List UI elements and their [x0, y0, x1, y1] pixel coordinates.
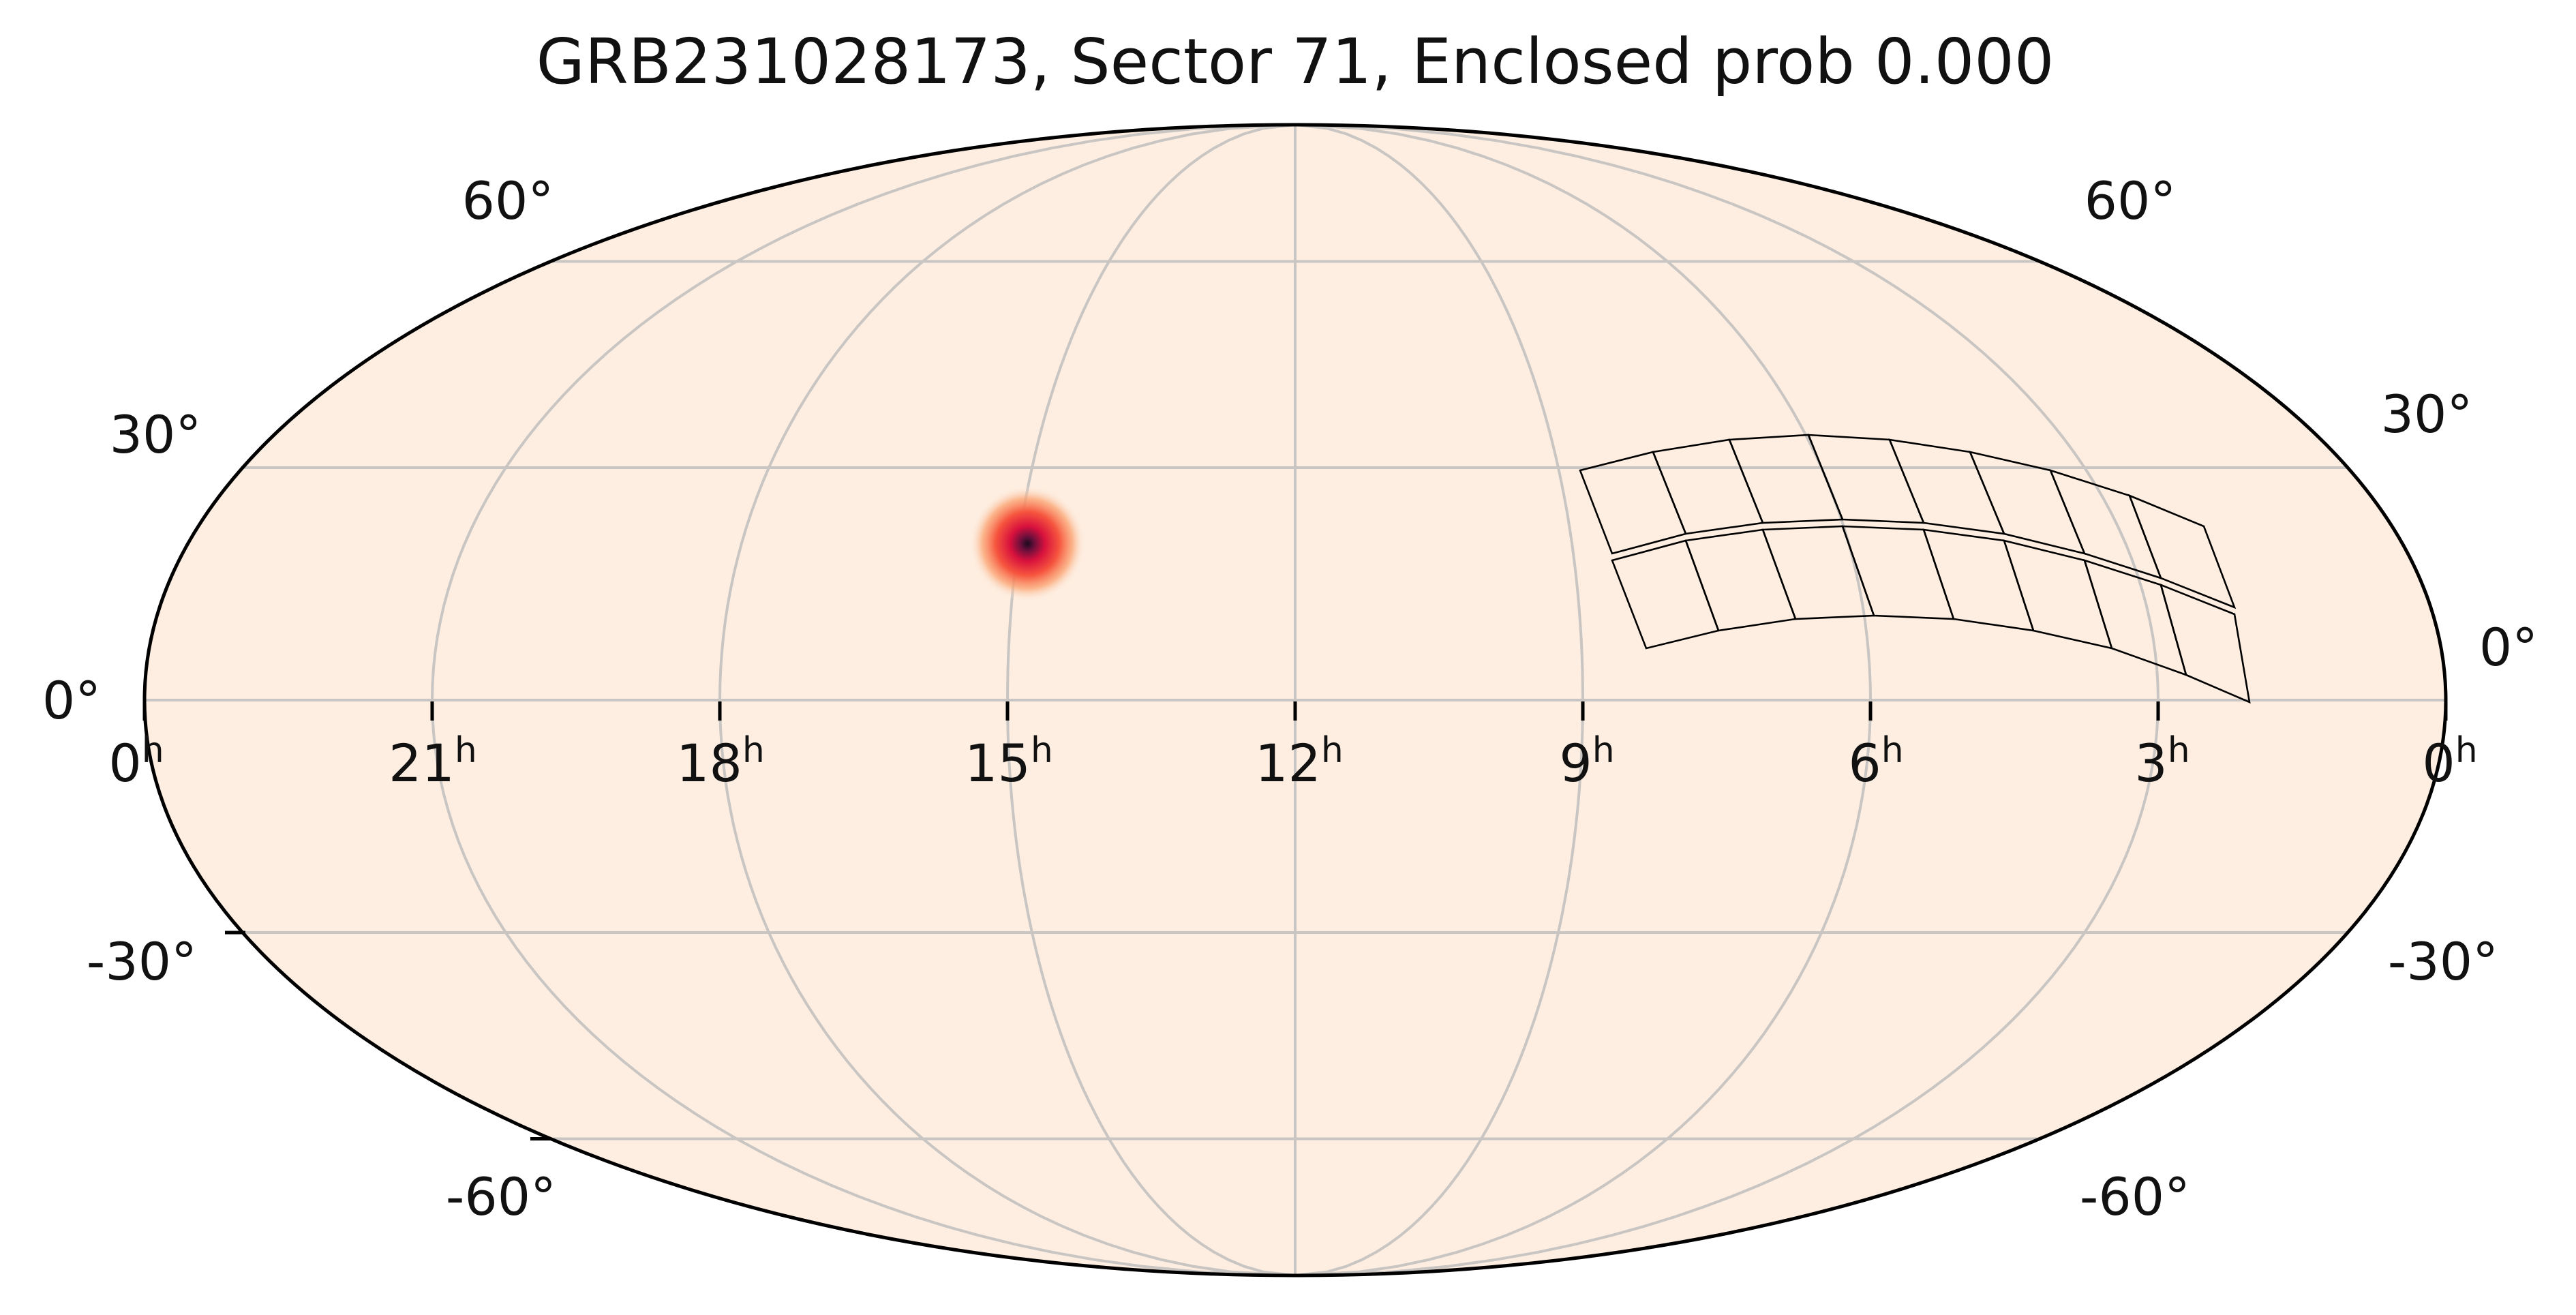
dec-axis-labels: 60° 60° 30° 30° 0° 0° -30° -30° -60° -60… [42, 170, 2538, 1227]
dec-tick-label: 30° [2381, 384, 2473, 444]
ra-tick-label: 0h [2422, 730, 2477, 793]
ra-gridline [1294, 125, 1585, 1275]
ra-tick-label: 6h [1848, 730, 1903, 793]
ra-tick-label: 15h [965, 730, 1053, 793]
dec-tick-label: 60° [2085, 170, 2177, 231]
ra-gridline [1005, 125, 1296, 1275]
ra-gridline [1294, 125, 1873, 1275]
ra-axis-labels: 0h 21h 18h 15h 12h 9h 6h 3h 0h [108, 730, 2477, 793]
ra-tick-label: 9h [1559, 730, 1614, 793]
dec-tick-label: -60° [2080, 1166, 2190, 1227]
ra-gridline [718, 125, 1296, 1275]
grb-probability-region [969, 485, 1086, 602]
ccd-outline [2160, 583, 2251, 704]
dec-tick-label: -60° [446, 1166, 556, 1227]
chart-title: GRB231028173, Sector 71, Enclosed prob 0… [536, 25, 2055, 98]
ccd-outline [2127, 494, 2237, 609]
ra-gridline [430, 125, 1296, 1275]
ra-gridline [1294, 125, 2160, 1275]
dec-tick-label: 30° [110, 404, 202, 465]
dec-tick-label: -30° [87, 931, 197, 992]
dec-tick-label: 0° [2479, 617, 2538, 678]
dec-tick-label: 60° [462, 170, 554, 231]
ra-tick-label: 18h [676, 730, 765, 793]
ra-tick-marks [142, 701, 2448, 1140]
ra-tick-label: 21h [389, 730, 477, 793]
dec-tick-label: -30° [2388, 931, 2498, 992]
graticule [145, 125, 2446, 1275]
dec-tick-label: 0° [42, 670, 101, 731]
tess-sector-footprint [1579, 434, 2251, 704]
ra-tick-label: 3h [2134, 730, 2189, 793]
ra-tick-label: 12h [1255, 730, 1344, 793]
ra-tick-label: 0h [108, 730, 164, 793]
sky-outline [142, 123, 2448, 1278]
